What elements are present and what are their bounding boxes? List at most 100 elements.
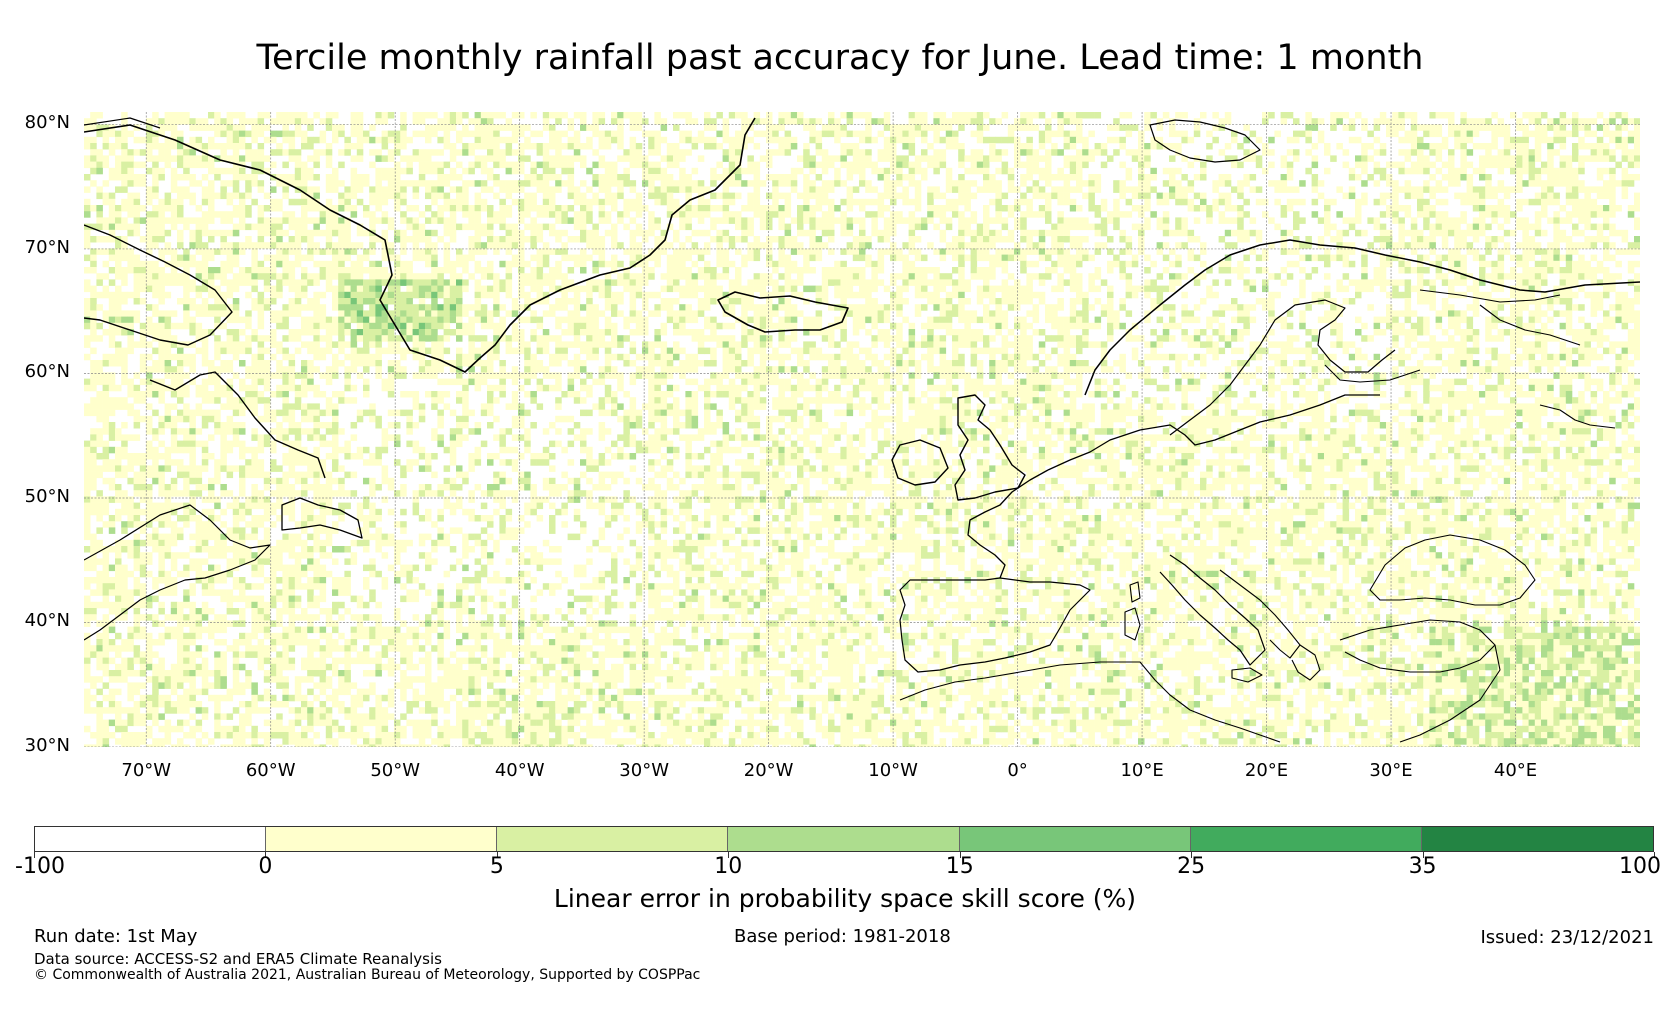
skill-cell	[958, 192, 965, 200]
skill-cell	[1410, 118, 1418, 125]
skill-cell	[499, 236, 506, 243]
skill-cell	[914, 205, 922, 212]
skill-cell	[1181, 304, 1188, 311]
skill-cell	[747, 118, 754, 125]
skill-cell	[952, 291, 959, 299]
skill-cell	[1200, 298, 1207, 305]
skill-cell	[685, 186, 692, 193]
skill-cell	[1150, 211, 1157, 218]
skill-cell	[735, 167, 742, 175]
skill-cell	[592, 260, 599, 268]
skill-cell	[443, 254, 451, 262]
skill-cell	[871, 310, 878, 317]
skill-cell	[685, 267, 692, 274]
skill-cell	[400, 291, 407, 299]
skill-cell	[1125, 124, 1133, 131]
skill-cell	[1572, 279, 1579, 286]
skill-cell	[1082, 136, 1089, 144]
skill-cell	[208, 205, 215, 212]
skill-cell	[846, 242, 854, 249]
skill-cell	[294, 248, 302, 255]
skill-cell	[1398, 205, 1405, 212]
skill-cell	[307, 298, 314, 305]
skill-cell	[307, 229, 314, 237]
skill-cell	[325, 242, 333, 249]
skill-cell	[1510, 167, 1517, 175]
skill-cell	[1317, 254, 1325, 262]
skill-cell	[319, 248, 327, 255]
skill-cell	[201, 279, 209, 286]
skill-cell	[908, 118, 916, 125]
skill-cell	[251, 130, 258, 138]
skill-cell	[511, 229, 519, 237]
skill-cell	[673, 260, 680, 268]
skill-cell	[1472, 167, 1480, 175]
skill-cell	[251, 167, 258, 175]
skill-cell	[214, 130, 221, 138]
skill-cell	[480, 205, 488, 212]
skill-cell	[493, 279, 500, 286]
skill-cell	[691, 186, 699, 193]
skill-cell	[1485, 174, 1492, 181]
skill-cell	[1175, 198, 1182, 206]
skill-cell	[381, 310, 389, 317]
skill-cell	[294, 223, 302, 231]
skill-cell	[338, 124, 345, 131]
skill-cell	[239, 242, 246, 249]
skill-cell	[115, 211, 122, 218]
skill-cell	[1497, 298, 1505, 305]
skill-cell	[127, 291, 134, 299]
skill-cell	[220, 279, 227, 286]
skill-cell	[995, 285, 1002, 293]
skill-cell	[1386, 279, 1393, 286]
skill-cell	[356, 279, 364, 286]
skill-cell	[1045, 273, 1052, 280]
skill-cell	[1553, 242, 1560, 249]
skill-cell	[257, 118, 265, 125]
skill-cell	[84, 118, 91, 125]
skill-cell	[344, 242, 351, 249]
skill-cell	[1534, 143, 1542, 150]
skill-cell	[896, 136, 903, 144]
skill-cell	[722, 124, 730, 131]
skill-cell	[784, 236, 792, 243]
skill-cell	[1231, 161, 1238, 169]
skill-cell	[1578, 155, 1585, 162]
skill-cell	[1224, 304, 1232, 311]
skill-cell	[1305, 130, 1312, 138]
skill-cell	[474, 229, 482, 237]
skill-cell	[232, 248, 240, 255]
skill-cell	[1367, 279, 1374, 286]
skill-cell	[139, 180, 147, 187]
skill-cell	[325, 229, 333, 237]
skill-cell	[976, 285, 984, 293]
skill-cell	[1379, 211, 1387, 218]
skill-cell	[623, 167, 630, 175]
skill-cell	[1026, 136, 1033, 144]
skill-cell	[1020, 260, 1027, 268]
skill-cell	[970, 267, 978, 274]
skill-cell	[1448, 112, 1455, 119]
skill-cell	[1441, 254, 1449, 262]
skill-cell	[722, 174, 730, 181]
skill-cell	[418, 248, 426, 255]
skill-cell	[369, 149, 376, 156]
skill-cell	[1410, 217, 1418, 224]
skill-cell	[301, 236, 308, 243]
skill-cell	[617, 112, 624, 119]
skill-cell	[406, 136, 413, 144]
skill-cell	[226, 248, 234, 255]
skill-cell	[1293, 217, 1300, 224]
skill-cell	[914, 217, 922, 224]
skill-cell	[425, 124, 432, 131]
skill-cell	[369, 236, 376, 243]
skill-cell	[1596, 298, 1604, 305]
skill-cell	[96, 248, 103, 255]
skill-cell	[487, 229, 494, 237]
skill-cell	[598, 198, 606, 206]
skill-cell	[164, 192, 172, 200]
skill-cell	[1088, 223, 1095, 231]
skill-cell	[790, 143, 798, 150]
skill-cell	[728, 298, 736, 305]
skill-cell	[1609, 149, 1616, 156]
